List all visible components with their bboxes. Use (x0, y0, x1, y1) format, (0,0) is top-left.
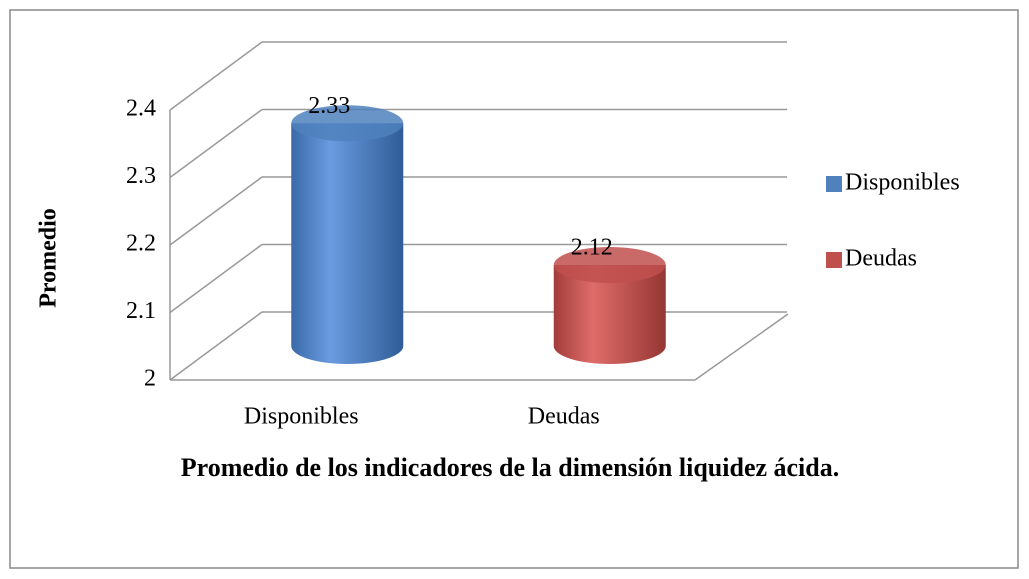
bar (291, 105, 404, 365)
y-tick-label: 2.4 (126, 96, 156, 122)
legend-label: Disponibles (845, 170, 960, 196)
grid-line (169, 108, 263, 179)
value-label: 2.33 (308, 93, 350, 119)
y-tick-label: 2.2 (126, 231, 156, 257)
x-tick-label: Disponibles (244, 404, 359, 430)
grid-line (169, 311, 263, 381)
grid-line (169, 41, 263, 111)
floor-side (694, 313, 789, 381)
y-tick-label: 2 (144, 366, 156, 392)
grid-line (169, 243, 263, 314)
chart-title: Promedio de los indicadores de la dimens… (180, 453, 840, 482)
y-axis-label: Promedio (36, 208, 62, 308)
grid-line (169, 176, 263, 246)
legend-label: Deudas (845, 246, 917, 272)
x-tick-label: Deudas (528, 404, 600, 430)
y-tick-label: 2.3 (126, 163, 156, 189)
y-tick-label: 2.1 (126, 298, 156, 324)
bar (553, 247, 666, 365)
legend-swatch (826, 176, 842, 192)
value-label: 2.12 (571, 235, 613, 261)
legend-swatch (826, 252, 842, 268)
chart-border (9, 9, 1019, 569)
